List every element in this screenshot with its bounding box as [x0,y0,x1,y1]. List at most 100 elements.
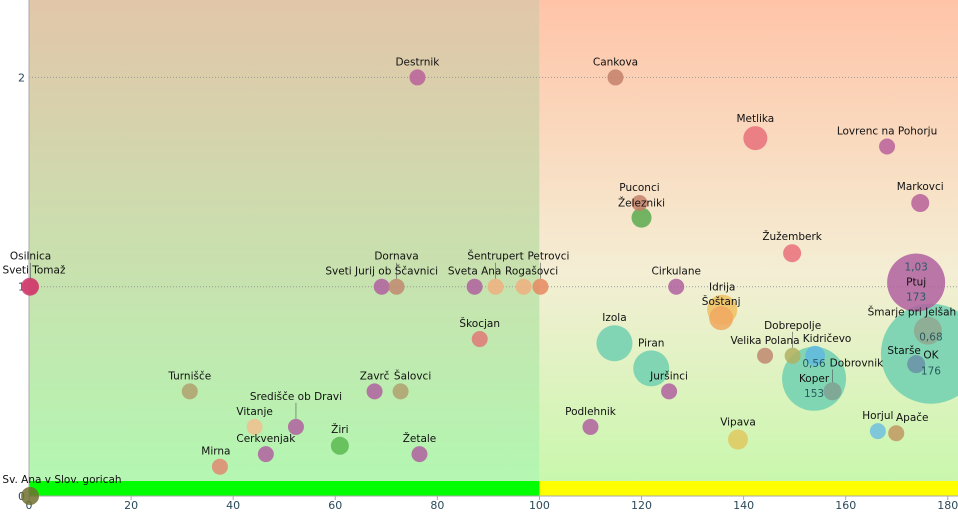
bubble[interactable] [181,383,198,400]
bubble[interactable] [743,126,768,151]
bubble[interactable] [596,325,633,362]
bubble-label: Mirna [201,446,230,458]
bubble[interactable] [366,383,383,400]
bubble-label: Destrnik [395,56,440,68]
bubble-label: Zavrč [360,370,390,382]
bubble-label: Šentrupert [467,250,523,263]
bubble-label: Cankova [593,56,638,68]
quadrant-left-background [29,0,540,496]
bubble-label: Lovrenc na Pohorju [837,125,937,137]
bubble-label: Šmarje pri Jelšah [868,306,957,319]
bubble[interactable] [373,278,390,295]
x-tick-label: 80 [430,499,444,512]
quadrant-right-background [539,0,958,496]
bubble[interactable] [913,316,942,345]
bubble[interactable] [631,207,652,228]
bubble[interactable] [21,487,40,505]
bubble-inner-label: 0,56 [802,358,826,370]
bubble[interactable] [887,253,946,312]
x-tick-label: 40 [226,499,240,512]
bubble-inner-label: OK [923,350,939,362]
x-tick-label: 160 [835,499,856,512]
bubble[interactable] [888,425,905,442]
bubble-label: Vipava [720,416,756,428]
bubble-label: Idrija [709,282,735,294]
bubble-label: Kidričevo [803,333,852,345]
bubble[interactable] [466,278,483,295]
x-tick-label: 100 [529,499,550,512]
bubble-label: Sveta Ana [448,266,502,278]
x-tick-label: 60 [328,499,342,512]
bubble-label: Šoštanj [702,295,741,308]
bubble-label: Izola [602,312,626,324]
bubble[interactable] [668,278,685,295]
bubble[interactable] [582,418,599,435]
bubble[interactable] [287,418,304,435]
bubble-label: Velika Polana [730,335,799,347]
bubble[interactable] [607,69,624,86]
bubble-label: Puconci [619,182,659,194]
x-tick-label: 180 [937,499,958,512]
band-left [29,481,540,496]
bubble[interactable] [633,350,670,387]
bubble[interactable] [784,347,801,364]
bubble-label: Središče ob Dravi [250,391,342,403]
bubble[interactable] [330,436,349,455]
bubble-inner-label: 0,68 [919,332,942,344]
bubble-inner-label: Ptuj [906,277,926,289]
bubble-label: Apače [896,412,929,424]
x-tick-label: 140 [733,499,754,512]
bubble-label: Markovci [897,181,944,193]
bubble-label: Cirkulane [652,266,701,278]
bubble[interactable] [471,331,488,348]
bubble-label: Turnišče [167,370,211,382]
bubble-label: Žiri [331,423,348,436]
bubble-label: Dobrovnik [830,357,884,369]
bubble-label: Vitanje [236,406,272,418]
bubble-label: Šalovci [394,369,431,382]
bubble-label: Žužemberk [762,230,822,243]
bubble-inner-label: 173 [906,292,926,304]
bubble[interactable] [805,345,826,366]
x-tick-label: 20 [124,499,138,512]
bubble[interactable] [661,383,678,400]
bubble[interactable] [911,194,930,213]
bubble[interactable] [487,278,504,295]
bubble[interactable] [22,278,39,295]
bubble[interactable] [211,458,228,475]
bubble[interactable] [388,278,405,295]
bubble-label: Žetale [403,432,437,445]
bubble-inner-label: Koper [799,373,830,385]
bubble[interactable] [411,446,428,463]
bubble[interactable] [257,446,274,463]
bubble[interactable] [515,278,532,295]
bubble-label: Škocjan [459,317,500,330]
bubble[interactable] [709,306,734,331]
bubble[interactable] [757,347,774,364]
bubble[interactable] [246,418,263,435]
bubble-label: Osilnica [10,251,51,263]
bubble[interactable] [783,244,802,263]
bubble-label: Starše [887,345,920,357]
bubble-inner-label: 176 [921,366,941,378]
bubble[interactable] [532,278,549,295]
bubble-label: Cerkvenjak [236,433,296,445]
bubble-label: Dornava [374,251,418,263]
x-tick-label: 120 [631,499,652,512]
bubble[interactable] [631,195,648,212]
bubble-label: Sveti Tomaž [3,265,66,277]
bubble-inner-label: 1,03 [904,262,927,274]
bubble[interactable] [869,423,886,440]
bubble-label: Dobrepolje [764,320,821,332]
bubble[interactable] [409,69,426,86]
bubble[interactable] [823,382,842,401]
x-tick-label: 0 [26,499,33,512]
bubble-label: Železniki [618,197,665,210]
bubble[interactable] [392,383,409,400]
bubble[interactable] [728,429,749,450]
bubble-label: Horjul [862,410,893,422]
bubble[interactable] [879,138,896,155]
bubble-label: Sv. Ana v Slov. goricah [2,474,121,486]
bubble[interactable] [907,355,926,374]
